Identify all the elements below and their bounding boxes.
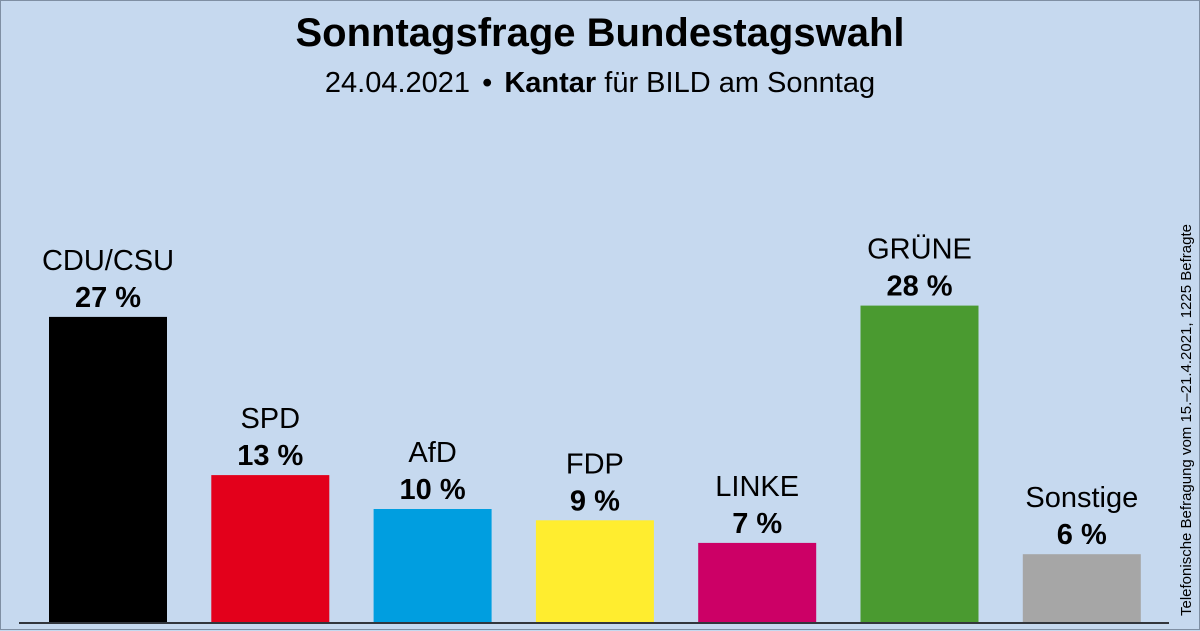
bar-afd <box>373 509 492 622</box>
bar-value-label: 28 % <box>886 271 952 303</box>
bar-category-label: FDP <box>566 448 624 480</box>
bar-grüne <box>860 305 979 622</box>
poll-client: für BILD am Sonntag <box>604 67 876 99</box>
bar-value-label: 13 % <box>237 440 303 472</box>
bar-value-label: 9 % <box>570 485 620 517</box>
bar-chart: CDU/CSU 27 % SPD 13 % AfD 10 % FDP 9 % LINKE 7 % G… <box>19 234 1169 624</box>
bar-category-label: AfD <box>408 437 456 469</box>
bar-spd <box>211 475 330 622</box>
bar-category-label: GRÜNE <box>867 234 972 266</box>
methodology-note: Telefonische Befragung vom 15.–21.4.2021… <box>1178 224 1195 616</box>
poll-institute: Kantar <box>504 67 597 99</box>
bar-cdu-csu <box>49 316 167 622</box>
chart-title: Sonntagsfrage Bundestagswahl <box>295 11 905 55</box>
bar-value-label: 10 % <box>400 474 466 506</box>
bar-value-label: 6 % <box>1057 519 1107 551</box>
chart-subtitle: 24.04.2021 • Kantar für BILD am Sonntag <box>1 67 1199 100</box>
bar-category-label: Sonstige <box>1025 482 1138 514</box>
bar-fdp <box>535 520 654 622</box>
bar-sonstige <box>1022 554 1141 622</box>
bar-linke <box>698 542 817 622</box>
subtitle-separator: • <box>482 67 493 99</box>
bar-category-label: LINKE <box>715 471 799 503</box>
bar-category-label: CDU/CSU <box>42 245 174 277</box>
bar-value-label: 7 % <box>732 508 782 540</box>
poll-date: 24.04.2021 <box>324 67 471 99</box>
bar-value-label: 27 % <box>75 282 141 314</box>
bar-category-label: SPD <box>240 403 300 435</box>
